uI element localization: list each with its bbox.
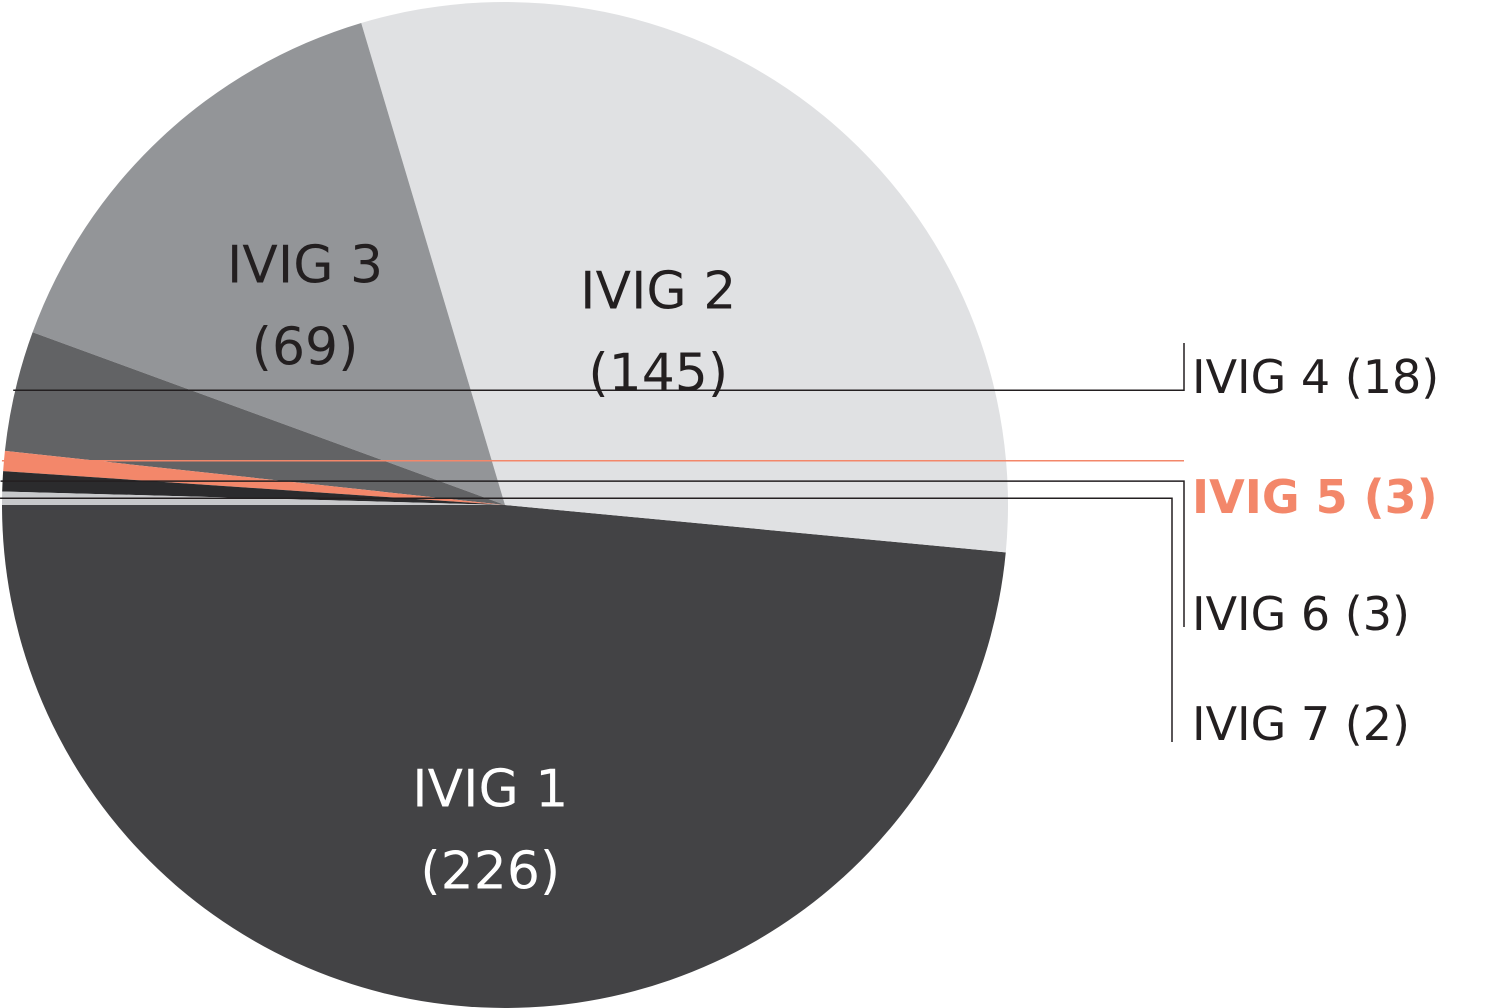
label-ivig-3: IVIG 3 [227, 236, 383, 296]
leader-ivig-4 [13, 343, 1185, 392]
slice-ivig-2 [361, 2, 1008, 553]
leader-lines [0, 343, 1185, 742]
slice-ivig-4 [4, 332, 505, 505]
callout-ivig-6: IVIG 6 (3) [1192, 587, 1410, 641]
label-ivig-2: IVIG 2 [580, 261, 736, 321]
callout-ivig-4: IVIG 4 (18) [1192, 350, 1439, 404]
value-ivig-3: (69) [252, 318, 359, 378]
leader-ivig-6 [0, 480, 1185, 627]
slice-ivig-5 [3, 450, 505, 505]
label-ivig-1: IVIG 1 [412, 760, 568, 820]
pie-slices [1, 2, 1008, 1008]
slice-ivig-3 [32, 22, 506, 506]
callout-ivig-7: IVIG 7 (2) [1192, 697, 1410, 751]
value-ivig-2: (145) [588, 343, 728, 403]
slice-labels: IVIG 1 (226) IVIG 2 (145) IVIG 3 (69) IVIG 4 (… [227, 236, 1439, 902]
slice-ivig-6 [2, 471, 506, 505]
value-ivig-1: (226) [420, 842, 560, 902]
callout-ivig-5: IVIG 5 (3) [1192, 470, 1438, 524]
leader-ivig-7 [0, 497, 1173, 742]
slice-ivig-1 [2, 505, 1006, 1008]
